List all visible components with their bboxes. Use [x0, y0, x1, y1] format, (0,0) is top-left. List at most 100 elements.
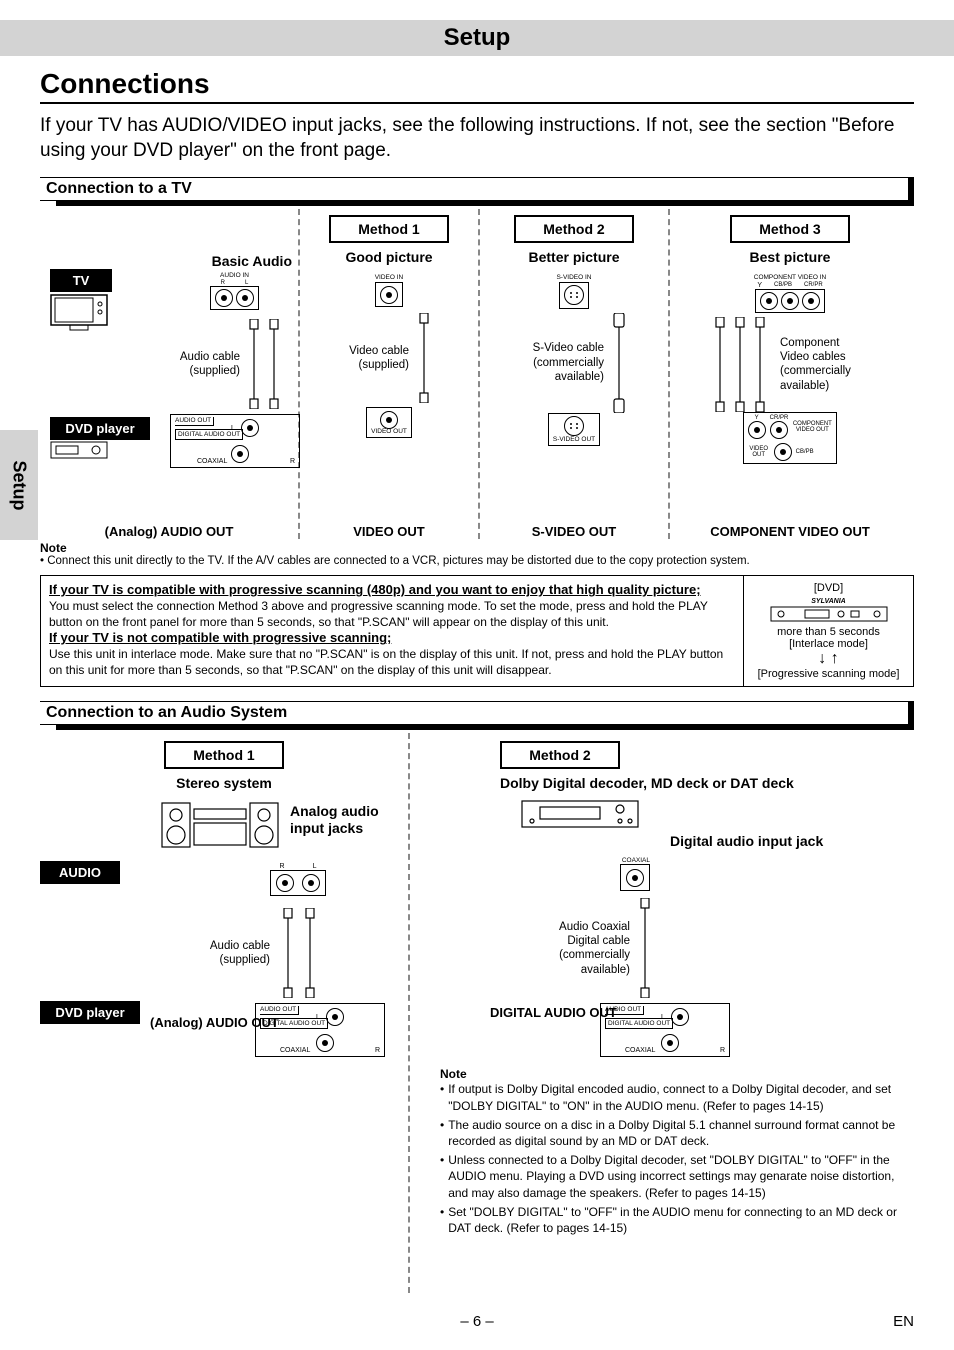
audio-out-box-label: AUDIO OUT: [175, 417, 214, 426]
video-cable-block: Video cable (supplied): [300, 313, 478, 403]
list-item: The audio source on a disc in a Dolby Di…: [440, 1117, 900, 1149]
dolby-system-label: Dolby Digital decoder, MD deck or DAT de…: [500, 775, 910, 793]
note-text: Set "DOLBY DIGITAL" to "OFF" in the AUDI…: [448, 1204, 900, 1236]
arrow-icon: ↓ ↑: [750, 650, 907, 668]
page-lang: EN: [893, 1313, 914, 1330]
tv-connection-diagram: Basic Audio TV AUDIO IN R L: [40, 209, 914, 539]
coax-cable-label: Audio Coaxial Digital cable (commerciall…: [530, 920, 630, 978]
svideo-jack-icon: [564, 416, 584, 436]
pscan-interlace: [Interlace mode]: [750, 638, 907, 650]
pscan-diagram: [DVD] SYLVANIA more than 5 seconds [Inte…: [743, 576, 913, 686]
digital-audio-out-label: DIGITAL AUDIO OUT: [260, 1018, 328, 1029]
page-title: Connections: [40, 68, 914, 104]
audio-out-box-label: AUDIO OUT: [260, 1006, 299, 1015]
pscan-text: If your TV is compatible with progressiv…: [41, 576, 743, 686]
coaxial-label: COAXIAL: [625, 1047, 655, 1054]
method-box: Method 1: [164, 741, 284, 769]
section-heading-audio: Connection to an Audio System: [40, 701, 914, 725]
digital-audio-out-label: DIGITAL AUDIO OUT: [490, 1005, 617, 1021]
note-text: Unless connected to a Dolby Digital deco…: [448, 1152, 900, 1201]
coaxial-label: COAXIAL: [620, 857, 650, 864]
dvd-device-label: DVD player: [40, 1001, 140, 1024]
analog-audio-out-label: (Analog) AUDIO OUT: [40, 524, 298, 539]
list-item: Unless connected to a Dolby Digital deco…: [440, 1152, 900, 1201]
tv-col-basic-audio: Basic Audio TV AUDIO IN R L: [40, 209, 300, 539]
cable-plug-icon: [604, 313, 634, 413]
dvd-back-panel-digital: AUDIO OUT DIGITAL AUDIO OUT L COAXIAL R: [600, 1003, 730, 1057]
audio-in-block: AUDIO IN R L: [210, 273, 259, 310]
audio-connection-diagram: Method 1 Stereo system AUDIO Analog audi…: [40, 733, 914, 1293]
quality-label: Best picture: [670, 249, 910, 265]
tv-col-method3: Method 3 Best picture COMPONENT VIDEO IN…: [670, 209, 910, 539]
r-label: R: [290, 458, 295, 465]
comp-out-small: COMPONENT VIDEO OUT: [792, 421, 832, 433]
method-box: Method 1: [329, 215, 449, 243]
dvd-back-panel-audio: AUDIO OUT DIGITAL AUDIO OUT L COAXIAL R: [170, 414, 300, 468]
tv-device-label: TV: [50, 269, 112, 292]
dvd-icon: [50, 441, 108, 461]
digital-audio-out-box-label: DIGITAL AUDIO OUT: [605, 1018, 673, 1029]
video-out-jack: VIDEO OUT: [300, 407, 478, 439]
pscan-heading1: If your TV is compatible with progressiv…: [49, 582, 735, 599]
list-item: Set "DOLBY DIGITAL" to "OFF" in the AUDI…: [440, 1204, 900, 1236]
pscan-heading2: If your TV is not compatible with progre…: [49, 630, 735, 647]
cable-plug-icon: [630, 898, 660, 998]
r-label: R: [720, 1047, 725, 1054]
video-in-block: VIDEO IN: [300, 275, 478, 307]
audio-out-box-label: AUDIO OUT: [605, 1006, 644, 1015]
side-tab: Setup: [0, 430, 38, 540]
comp-cb-label: CB/PB: [774, 282, 792, 289]
coax-input-jack: COAXIAL: [620, 857, 650, 891]
audio-device-label: AUDIO: [40, 861, 120, 884]
audio-notes-block: Note If output is Dolby Digital encoded …: [440, 1065, 900, 1239]
jack-r-label: R: [221, 280, 225, 286]
page-footer: – 6 – EN: [40, 1313, 914, 1330]
svideo-out-small-label: S-VIDEO OUT: [553, 437, 595, 444]
svideo-cable-label: S-Video cable (commercially available): [514, 341, 604, 384]
cr-label: CR/PR: [770, 415, 789, 421]
component-cable-block: Component Video cables (commercially ava…: [670, 317, 910, 412]
vout-small: VIDEO OUT: [748, 446, 770, 458]
audio-cable-block: Audio cable (supplied): [130, 319, 290, 409]
pscan-seconds: more than 5 seconds: [750, 626, 907, 638]
component-in-block: COMPONENT VIDEO IN Y CB/PB CR/PR: [670, 275, 910, 313]
section-heading-tv: Connection to a TV: [40, 177, 914, 201]
coax-cable-block: Audio Coaxial Digital cable (commerciall…: [530, 898, 660, 998]
deck-icon: [520, 799, 910, 836]
tv-icon: [50, 294, 108, 332]
comp-cr-label: CR/PR: [804, 282, 823, 289]
r-label: R: [375, 1047, 380, 1054]
y-label: Y: [755, 415, 759, 421]
video-out-small-label: VIDEO OUT: [371, 429, 407, 436]
analog-input-jacks: R L: [270, 863, 326, 896]
pscan-para1: You must select the connection Method 3 …: [49, 599, 735, 630]
r-label: R: [280, 863, 285, 870]
cable-plug-icon: [270, 908, 330, 998]
l-label: L: [313, 863, 317, 870]
page-number: – 6 –: [460, 1313, 493, 1330]
pscan-box: If your TV is compatible with progressiv…: [40, 575, 914, 687]
audio-cable-label: Audio cable (supplied): [180, 939, 270, 968]
cable-plug-icon: [710, 317, 780, 412]
comp-y-label: Y: [757, 282, 762, 289]
audio-note-hdr: Note: [440, 1067, 900, 1081]
svideo-in-block: S-VIDEO IN: [480, 275, 668, 309]
note-text: The audio source on a disc in a Dolby Di…: [448, 1117, 900, 1149]
dvd-device-label: DVD player: [50, 417, 150, 440]
digital-audio-out-label: DIGITAL AUDIO OUT: [175, 429, 243, 440]
coaxial-label: COAXIAL: [280, 1047, 310, 1054]
cable-plug-icon: [409, 313, 439, 403]
dvd-back-panel-audio: AUDIO OUT DIGITAL AUDIO OUT L COAXIAL R: [255, 1003, 385, 1057]
stereo-system-label: Stereo system: [40, 775, 408, 791]
brand-label: SYLVANIA: [750, 598, 907, 605]
method-box: Method 2: [500, 741, 620, 769]
svideo-out-label: S-VIDEO OUT: [480, 524, 668, 539]
basic-audio-label: Basic Audio: [212, 253, 292, 269]
video-out-label: VIDEO OUT: [300, 524, 478, 539]
side-tab-label: Setup: [9, 460, 30, 510]
cb-label: CB/PB: [796, 449, 814, 455]
component-cable-label: Component Video cables (commercially ava…: [780, 336, 870, 394]
tv-col-method2: Method 2 Better picture S-VIDEO IN S-Vid…: [480, 209, 670, 539]
jack-icon: [236, 289, 254, 307]
component-out-label: COMPONENT VIDEO OUT: [670, 524, 910, 539]
